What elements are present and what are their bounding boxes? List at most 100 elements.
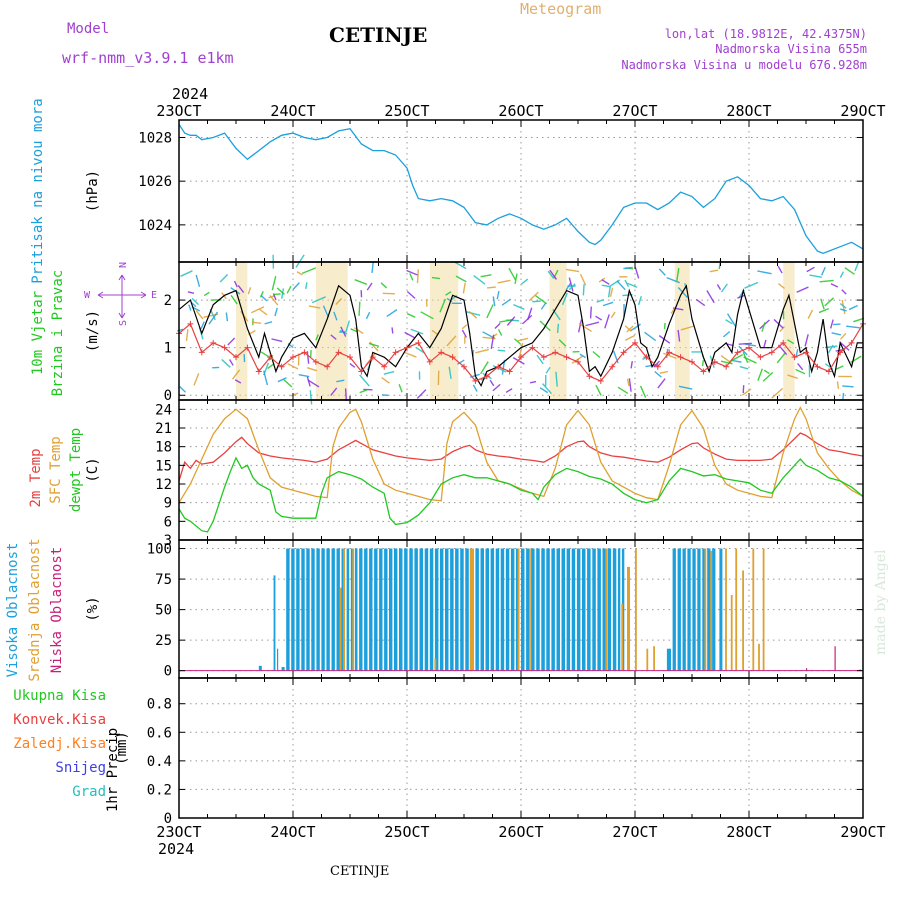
high_cloud-bar	[364, 549, 367, 671]
high_cloud-bar	[667, 649, 671, 671]
high_cloud-bar	[450, 549, 454, 671]
wind-barb	[372, 263, 373, 273]
high_cloud-bar	[562, 549, 566, 671]
high_cloud-bar	[678, 549, 681, 671]
wind-barb	[629, 378, 631, 391]
y-tick-label: 6	[164, 514, 172, 530]
compass-arrows	[98, 275, 146, 318]
high_cloud-bar	[536, 549, 540, 671]
high_cloud-bar	[435, 549, 439, 671]
model-elevation-label: Nadmorska Visina u modelu 676.928m	[621, 58, 867, 72]
wind-barb	[384, 372, 394, 375]
x-tick-label-bottom: 26OCT	[498, 823, 543, 841]
mid_cloud-bar	[752, 549, 754, 671]
y-tick-label: 15	[155, 458, 172, 474]
wind-barb	[763, 372, 773, 381]
wind-barb	[194, 373, 199, 385]
wind-gust-marker	[415, 340, 421, 346]
high_cloud-bar	[455, 549, 459, 671]
high_cloud-bar	[379, 549, 382, 671]
wind-barb	[188, 292, 194, 293]
wind-barb	[631, 361, 632, 368]
wind-barb	[498, 280, 511, 283]
wind-barb	[498, 350, 506, 351]
wind-barb	[593, 352, 600, 358]
wind-barb	[204, 292, 209, 295]
wind-barb	[530, 382, 536, 383]
x-tick-label-bottom: 29OCT	[840, 823, 885, 841]
high_cloud-bar	[673, 549, 676, 671]
pressure-line	[179, 124, 863, 253]
mid_cloud-bar	[653, 646, 655, 670]
wind-barb	[740, 367, 748, 369]
panel-frame	[179, 120, 863, 262]
high_cloud-bar	[332, 549, 335, 671]
wind-barb	[743, 385, 744, 393]
mid_cloud-bar	[705, 549, 707, 671]
wind-barb	[805, 334, 808, 346]
elevation-label: Nadmorska Visina 655m	[715, 42, 867, 56]
high_cloud-bar	[291, 549, 294, 671]
mid_cloud-bar	[518, 549, 520, 671]
y-tick-label: 0.4	[147, 754, 172, 770]
high_cloud-bar	[572, 549, 576, 671]
wind-barb	[306, 282, 307, 288]
wind-barb	[513, 305, 524, 310]
x-tick-label-bottom: 24OCT	[270, 823, 315, 841]
high_cloud-bar	[404, 549, 408, 671]
wind-barb	[625, 335, 635, 340]
wind-barb	[272, 276, 275, 290]
wind-barb	[265, 322, 272, 324]
high_cloud-bar	[613, 549, 617, 671]
wind-barb	[583, 284, 584, 295]
wind-barb	[842, 386, 853, 387]
high_cloud-bar	[592, 549, 596, 671]
wind-barb	[809, 275, 821, 277]
high_cloud-bar	[277, 649, 278, 671]
high_cloud-bar	[282, 667, 285, 671]
wind-shaded-band	[675, 262, 690, 400]
wind-barb	[288, 364, 298, 369]
wind-barb	[222, 359, 231, 367]
x-tick-label-bottom: 23OCT	[156, 823, 201, 841]
unit-label: (hPa)	[85, 170, 101, 212]
wind-shaded-band	[430, 262, 459, 400]
wind-barb	[764, 340, 766, 347]
mid_cloud-bar	[725, 549, 727, 671]
x-tick-label-top: 29OCT	[840, 102, 885, 120]
precip-legend-item: Konvek.Kisa	[13, 712, 106, 728]
wind-barb	[355, 280, 367, 285]
axis-title: SFC Temp	[48, 436, 64, 503]
mid_cloud-bar	[621, 604, 623, 671]
wind-barb	[831, 320, 834, 329]
wind-barb	[758, 369, 763, 381]
wind-barb	[405, 332, 415, 337]
wind-barb	[497, 291, 499, 299]
wind-barb	[502, 299, 511, 305]
wind-barb	[579, 320, 582, 333]
wind-barb	[580, 274, 585, 285]
high_cloud-bar	[546, 549, 550, 671]
wind-barb	[189, 305, 191, 311]
wind-barb	[404, 352, 416, 357]
wind-barb	[417, 390, 426, 399]
wind-barb	[181, 271, 193, 276]
wind-barb	[307, 351, 308, 364]
high_cloud-bar	[430, 549, 434, 671]
wind-gust-marker	[826, 368, 832, 374]
wind-shaded-band	[236, 262, 247, 400]
mid_cloud-bar	[340, 588, 342, 671]
high_cloud-bar	[326, 549, 329, 671]
wind-barb	[299, 375, 309, 377]
panel-frame	[179, 678, 863, 818]
high_cloud-bar	[506, 549, 510, 671]
wind-barb	[259, 309, 267, 315]
wind-barb	[798, 363, 803, 369]
y-tick-label: 1	[164, 341, 172, 357]
low_cloud-bar	[835, 646, 836, 670]
high_cloud-bar	[531, 549, 535, 671]
axis-title: 10m Vjetar	[30, 291, 46, 375]
wind-barb	[360, 375, 370, 386]
wind-barb	[660, 372, 668, 374]
wind-barb	[611, 312, 615, 318]
